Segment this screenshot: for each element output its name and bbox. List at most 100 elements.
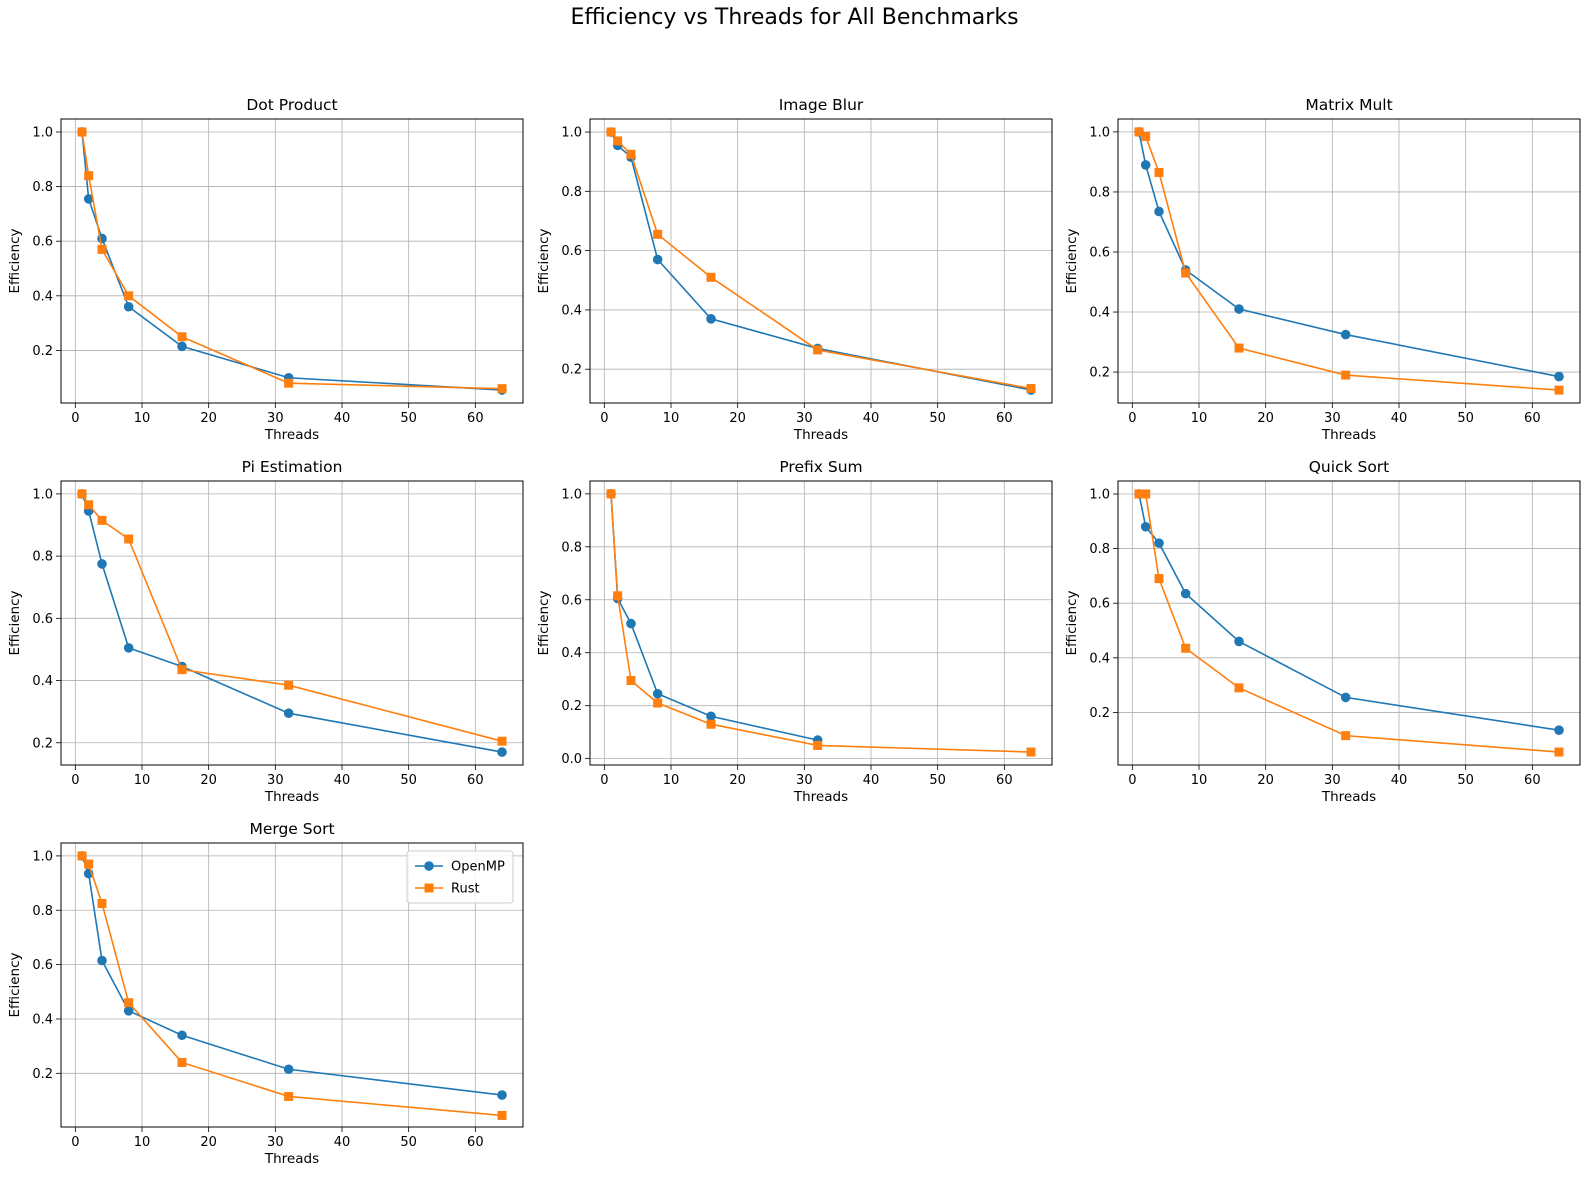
y-axis-label: Efficiency [536,228,552,293]
x-tick-label: 60 [467,773,484,788]
x-tick-label: 50 [929,411,946,426]
x-tick-label: 0 [600,773,608,788]
y-tick-label: 0.8 [561,185,582,200]
x-tick-label: 40 [1391,773,1408,788]
data-point-rust [1154,574,1164,584]
data-point-rust [497,384,507,394]
y-tick-label: 0.4 [32,1012,53,1027]
data-point-rust [606,489,616,499]
x-tick-label: 50 [929,773,946,788]
data-point-rust [284,378,294,388]
axes-frame [60,842,524,1128]
data-point-rust [284,1091,294,1101]
x-tick-label: 50 [400,1135,417,1150]
data-point-rust [497,1110,507,1120]
x-axis-label: Threads [1321,427,1376,443]
data-point-rust [606,127,616,137]
y-axis-label: Efficiency [1064,590,1080,655]
x-tick-label: 40 [1391,411,1408,426]
subplot-title: Pi Estimation [242,458,343,476]
data-point-rust [1181,268,1191,278]
data-point-openmp [652,688,663,699]
x-tick-label: 50 [1457,773,1474,788]
data-point-rust [626,149,636,159]
data-point-openmp [283,1064,294,1075]
x-tick-label: 10 [663,773,680,788]
data-point-rust [613,591,623,601]
y-tick-label: 1.0 [561,126,582,141]
axes-frame [60,118,524,404]
x-tick-label: 40 [334,411,351,426]
data-point-openmp [1554,725,1564,735]
data-point-openmp [497,747,507,757]
x-tick-label: 20 [729,411,746,426]
data-point-openmp [177,1030,187,1041]
y-tick-label: 1.0 [32,125,53,140]
subplot-title: Quick Sort [1309,458,1390,476]
data-point-rust [1026,383,1036,393]
subplot-quick-sort: 0 10 20 30 40 50 60 0.2 0.4 0.6 0.8 1.0 Quick Sort Th… [1064,458,1581,805]
x-tick-label: 50 [400,411,417,426]
series-line-rust [81,493,503,742]
x-tick-label: 60 [996,411,1013,426]
series-line-openmp [610,493,818,741]
y-axis-label: Efficiency [536,590,552,655]
data-point-openmp [1180,588,1191,599]
x-tick-label: 30 [267,411,284,426]
legend-entry-rust: Rust [415,882,480,897]
y-tick-label: 0.6 [32,235,53,250]
x-tick-label: 0 [1128,411,1136,426]
x-tick-label: 0 [1128,773,1136,788]
data-point-rust [813,740,823,750]
subplot-title: Matrix Mult [1305,96,1392,114]
axes-frame [1117,480,1581,766]
y-tick-label: 0.6 [32,958,53,973]
y-tick-label: 0.0 [561,752,582,767]
data-point-openmp [1554,371,1564,382]
data-point-rust [626,676,636,686]
legend-marker [424,861,434,871]
y-tick-label: 0.2 [32,344,53,359]
x-tick-label: 10 [134,773,151,788]
x-tick-label: 30 [796,773,813,788]
y-tick-label: 0.8 [32,550,53,565]
data-point-rust [497,736,507,746]
data-point-openmp [283,708,294,719]
y-tick-label: 0.6 [1089,245,1110,260]
x-axis-label: Threads [264,1151,319,1167]
data-point-openmp [97,559,107,569]
x-tick-label: 20 [200,411,217,426]
x-tick-label: 20 [1257,773,1274,788]
data-point-rust [813,345,823,355]
y-tick-label: 1.0 [1089,125,1110,140]
data-point-rust [177,665,187,675]
data-point-rust [124,534,134,544]
data-point-rust [1341,731,1351,741]
x-tick-label: 20 [729,773,746,788]
y-axis-label: Efficiency [7,952,23,1017]
data-point-rust [1341,370,1351,380]
y-tick-label: 0.4 [1089,651,1110,666]
data-point-openmp [83,194,94,204]
data-point-rust [1141,131,1151,141]
subplot-title: Image Blur [779,96,864,114]
data-point-rust [97,515,107,525]
data-point-rust [77,489,87,499]
data-point-openmp [706,314,716,324]
legend-label: Rust [451,882,480,897]
x-axis-label: Threads [264,427,319,443]
axes-frame [60,480,524,766]
x-tick-label: 60 [1524,411,1541,426]
data-point-openmp [706,711,716,722]
data-point-rust [1234,343,1244,353]
x-tick-label: 30 [1324,411,1341,426]
data-point-rust [84,171,94,181]
y-tick-label: 0.2 [32,736,53,751]
y-tick-label: 0.4 [561,303,582,318]
y-tick-label: 0.8 [561,540,582,555]
data-point-rust [706,272,716,282]
subplot-matrix-mult: 0 10 20 30 40 50 60 0.2 0.4 0.6 0.8 1.0 Matrix Mult T… [1064,96,1581,443]
data-point-rust [284,680,294,690]
y-tick-label: 1.0 [32,849,53,864]
